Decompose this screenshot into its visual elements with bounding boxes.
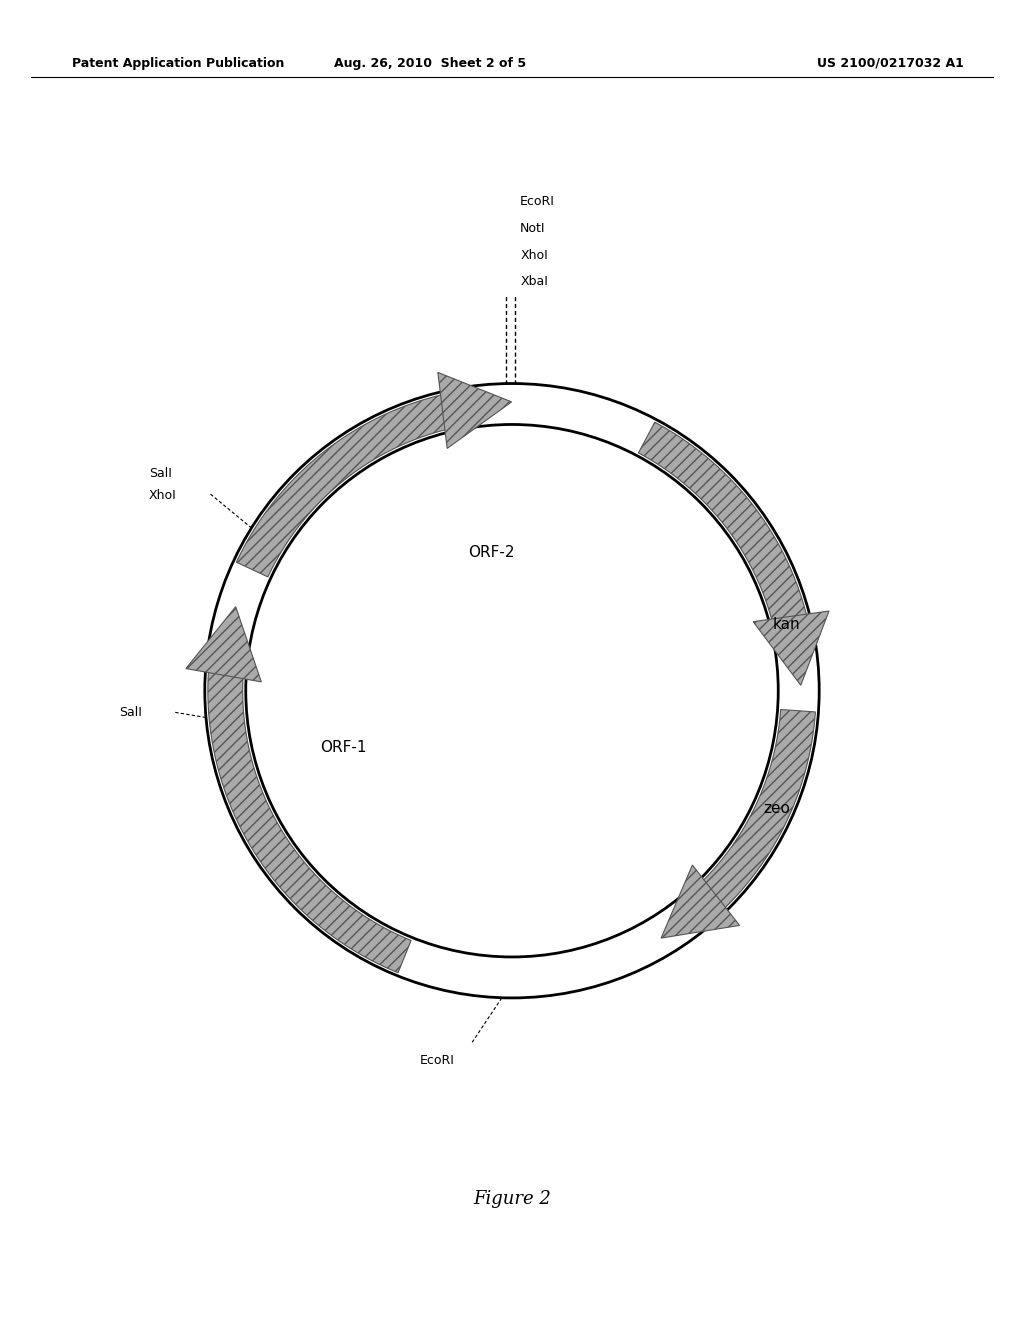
Polygon shape xyxy=(754,611,829,685)
Text: Patent Application Publication: Patent Application Publication xyxy=(72,57,284,70)
Text: US 2100/0217032 A1: US 2100/0217032 A1 xyxy=(817,57,965,70)
Text: EcoRI: EcoRI xyxy=(420,1055,455,1068)
Text: SalI: SalI xyxy=(119,706,141,719)
Text: NotI: NotI xyxy=(520,222,546,235)
Polygon shape xyxy=(686,710,815,923)
Text: XhoI: XhoI xyxy=(150,490,177,503)
Polygon shape xyxy=(237,391,466,577)
Text: ORF-2: ORF-2 xyxy=(468,545,515,560)
Text: XhoI: XhoI xyxy=(520,248,548,261)
Text: EcoRI: EcoRI xyxy=(520,195,555,209)
Text: ORF-1: ORF-1 xyxy=(319,739,367,755)
Polygon shape xyxy=(638,422,811,640)
Text: Aug. 26, 2010  Sheet 2 of 5: Aug. 26, 2010 Sheet 2 of 5 xyxy=(334,57,526,70)
Text: zeo: zeo xyxy=(763,801,790,816)
Polygon shape xyxy=(438,372,512,449)
Polygon shape xyxy=(662,865,739,939)
Text: SalI: SalI xyxy=(150,467,172,479)
Text: Figure 2: Figure 2 xyxy=(473,1189,551,1208)
Polygon shape xyxy=(208,659,411,973)
Text: XbaI: XbaI xyxy=(520,276,548,288)
Polygon shape xyxy=(186,607,261,682)
Text: kan: kan xyxy=(773,616,801,632)
